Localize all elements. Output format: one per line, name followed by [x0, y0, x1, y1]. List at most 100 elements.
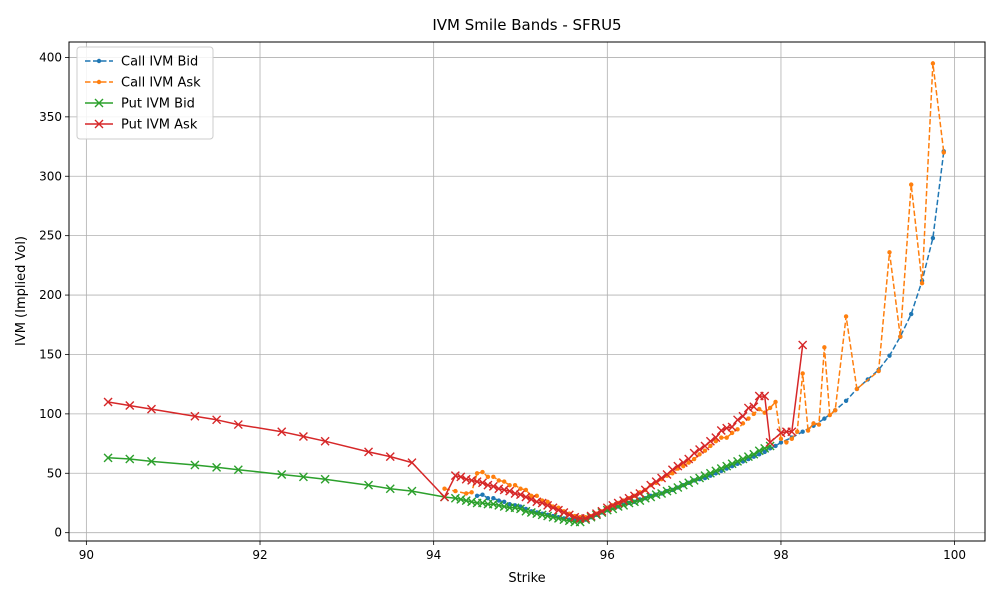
data-point-put-ivm-ask [591, 509, 601, 519]
data-point-put-ivm-ask [678, 458, 688, 468]
data-point-put-ivm-ask [450, 471, 460, 481]
x-tick-label: 94 [426, 548, 441, 562]
data-point-put-ivm-bid [743, 452, 753, 462]
data-point-call-ivm-ask [941, 150, 946, 155]
data-point-put-ivm-ask [277, 427, 287, 437]
data-point-put-ivm-bid [494, 500, 504, 510]
data-point-call-ivm-ask [876, 368, 881, 374]
data-point-put-ivm-ask [760, 391, 770, 401]
data-point-call-ivm-bid [843, 398, 849, 404]
data-point-put-ivm-bid [765, 441, 775, 451]
data-point-call-ivm-ask [843, 314, 849, 319]
legend-entry-put-ivm-bid: Put IVM Bid [85, 97, 195, 112]
data-point-call-ivm-bid [930, 235, 936, 241]
data-point-put-ivm-ask [667, 465, 677, 475]
data-point-call-ivm-ask [854, 386, 860, 392]
data-point-call-ivm-ask [480, 469, 485, 475]
data-point-put-ivm-bid [667, 485, 677, 495]
data-point-put-ivm-ask [559, 507, 569, 517]
data-point-put-ivm-ask [570, 512, 580, 522]
data-point-put-ivm-bid [727, 459, 737, 469]
data-point-put-ivm-ask [602, 503, 612, 513]
data-point-put-ivm-bid [537, 510, 547, 520]
series-line-put-ivm-ask [107, 344, 804, 520]
data-point-put-ivm-bid [364, 480, 374, 490]
data-point-call-ivm-ask [464, 491, 469, 496]
data-point-put-ivm-bid [711, 466, 721, 476]
data-point-put-ivm-ask [103, 397, 113, 407]
data-point-call-ivm-bid [822, 416, 827, 421]
data-point-put-ivm-ask [515, 490, 525, 500]
data-point-put-ivm-bid [662, 486, 672, 496]
data-point-call-ivm-ask [740, 421, 746, 426]
data-point-put-ivm-ask [537, 498, 547, 508]
data-point-put-ivm-ask [543, 500, 553, 510]
data-point-call-ivm-bid [773, 443, 778, 449]
data-point-put-ivm-ask [733, 415, 743, 425]
series-layer [103, 61, 946, 527]
data-point-call-ivm-ask [491, 474, 496, 480]
data-point-put-ivm-ask [505, 486, 515, 496]
data-point-put-ivm-ask [488, 481, 498, 491]
data-point-put-ivm-ask [407, 458, 417, 468]
data-point-put-ivm-bid [125, 454, 135, 464]
data-point-call-ivm-ask [822, 345, 827, 350]
data-point-put-ivm-ask [624, 493, 634, 503]
y-tick-label: 350 [39, 110, 62, 124]
data-point-put-ivm-ask [364, 447, 374, 457]
data-point-put-ivm-bid [461, 496, 471, 506]
legend-label: Put IVM Bid [121, 97, 195, 112]
data-point-put-ivm-bid [705, 468, 715, 478]
data-point-put-ivm-ask [798, 340, 808, 350]
data-point-put-ivm-ask [440, 492, 450, 502]
data-point-call-ivm-ask [502, 479, 507, 484]
y-tick-label: 0 [54, 526, 62, 540]
data-point-put-ivm-bid [754, 446, 764, 456]
legend-marker [96, 79, 102, 85]
chart-title: IVM Smile Bands - SFRU5 [432, 16, 621, 34]
data-point-put-ivm-bid [695, 473, 705, 483]
data-point-put-ivm-ask [651, 477, 661, 487]
data-point-call-ivm-ask [887, 250, 892, 255]
data-point-put-ivm-ask [320, 436, 330, 446]
y-tick-label: 250 [39, 229, 62, 243]
data-point-call-ivm-ask [485, 474, 491, 480]
x-tick-label: 98 [773, 548, 788, 562]
data-point-put-ivm-ask [787, 427, 797, 437]
data-point-put-ivm-ask [765, 437, 775, 447]
legend-label: Call IVM Bid [121, 55, 198, 70]
data-point-put-ivm-bid [521, 506, 531, 516]
x-tick-label: 100 [943, 548, 966, 562]
data-point-put-ivm-ask [586, 511, 596, 521]
y-tick-label: 200 [39, 288, 62, 302]
data-point-put-ivm-ask [472, 477, 482, 487]
data-point-put-ivm-bid [277, 469, 287, 479]
data-point-put-ivm-ask [705, 436, 715, 446]
y-tick-label: 150 [39, 347, 62, 361]
data-point-put-ivm-ask [125, 401, 135, 411]
data-point-call-ivm-ask [751, 411, 757, 417]
data-point-call-ivm-ask [670, 471, 675, 476]
data-point-put-ivm-ask [716, 426, 726, 436]
data-point-call-ivm-ask [702, 448, 708, 453]
data-point-put-ivm-bid [103, 453, 113, 463]
data-point-call-ivm-bid [491, 496, 496, 501]
data-point-put-ivm-bid [716, 464, 726, 474]
data-point-put-ivm-ask [385, 452, 395, 462]
data-point-call-ivm-ask [512, 482, 518, 488]
data-point-put-ivm-bid [689, 475, 699, 485]
data-point-put-ivm-ask [581, 513, 591, 523]
plot-frame [68, 41, 986, 542]
data-point-put-ivm-bid [526, 507, 536, 517]
data-point-call-ivm-ask [795, 429, 800, 434]
data-point-put-ivm-bid [478, 498, 487, 508]
data-point-put-ivm-bid [233, 465, 243, 475]
data-point-call-ivm-ask [767, 405, 773, 411]
data-point-put-ivm-bid [450, 493, 460, 503]
data-point-call-ivm-ask [686, 460, 691, 465]
data-point-call-ivm-bid [800, 429, 805, 434]
data-point-put-ivm-bid [146, 456, 156, 466]
data-point-put-ivm-bid [320, 474, 330, 484]
data-point-put-ivm-ask [233, 420, 243, 430]
